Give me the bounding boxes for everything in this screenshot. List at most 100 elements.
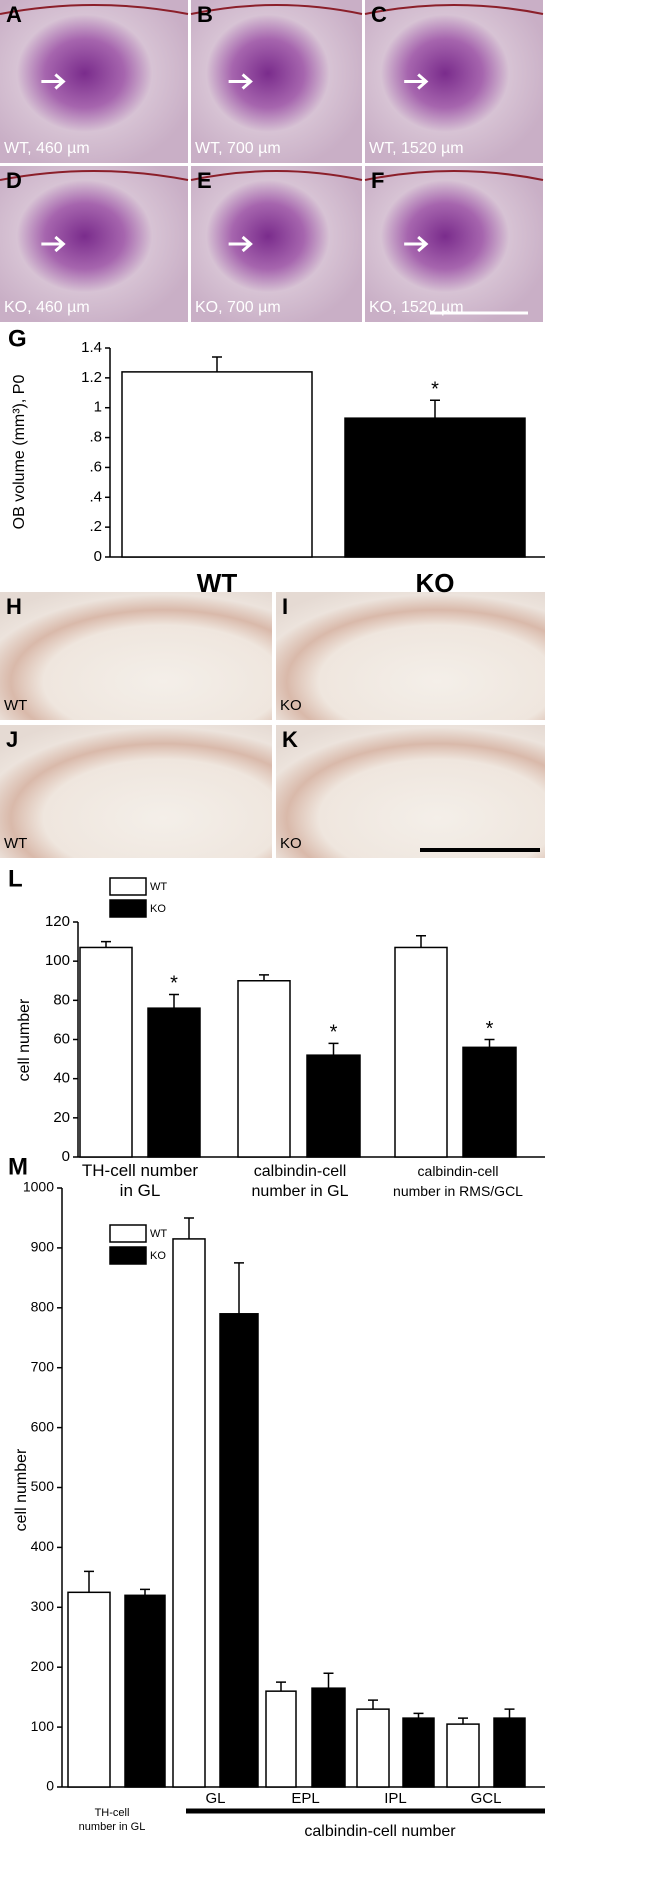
vessel [364,170,544,181]
bar [306,1054,361,1158]
x-tick-label: GCL [471,1790,502,1807]
y-tick-label: .2 [89,518,102,535]
group-label: calbindin-cell number [304,1823,456,1840]
panel-letter: G [8,325,27,352]
y-tick-label: 60 [53,1030,70,1047]
error-bar [140,1588,150,1596]
y-tick-label: .8 [89,429,102,446]
bar [79,946,133,1158]
legend-label: KO [150,903,166,915]
y-tick-label: 1 [94,399,102,416]
micrograph [0,0,188,163]
y-tick-label: 0 [94,548,102,565]
panel-letter: L [8,865,23,892]
error-bar [430,399,440,419]
y-tick-label: 400 [31,1538,55,1554]
micrograph [191,0,362,163]
bar [237,980,291,1158]
error-bar [276,1681,286,1692]
y-tick-label: 1000 [23,1179,54,1195]
error-bar [416,934,426,948]
y-tick-label: .4 [89,488,102,505]
bar [147,1007,201,1158]
bar [356,1708,390,1788]
caption: WT [4,697,27,714]
panel-letter: F [371,168,384,193]
x-tick-label: GL [205,1790,225,1807]
y-tick-label: 300 [31,1598,55,1614]
micrograph [365,166,543,322]
y-tick-label: 100 [45,952,70,969]
y-tick-label: 700 [31,1358,55,1374]
legend-swatch [109,1246,147,1265]
panel-letter: I [282,594,288,619]
legend-swatch [109,899,147,918]
caption: KO [280,835,302,852]
error-bar [234,1262,244,1314]
bar [124,1594,166,1788]
y-tick-label: .6 [89,458,102,475]
y-tick-label: 200 [31,1658,55,1674]
y-tick-label: 600 [31,1418,55,1434]
x-tick-label: TH-cell number in GL [82,1161,199,1200]
x-tick-label: EPL [291,1790,319,1807]
y-tick-label: 500 [31,1478,55,1494]
caption: WT, 1520 µm [369,140,464,157]
error-bar [259,974,269,981]
vessel [190,4,363,15]
micrograph [276,725,545,858]
vessel [0,4,189,15]
x-tick-label: KO [416,568,455,598]
bar [265,1690,297,1788]
error-bar [504,1708,515,1719]
micrograph [0,725,272,858]
y-tick-label: 1.2 [81,369,102,386]
vessel [0,170,189,181]
panel-letter: B [197,2,213,27]
y-tick-label: 40 [53,1070,70,1087]
significance: * [330,1022,338,1044]
x-tick-label: calbindin-cell number in GL [252,1163,349,1200]
bar [394,946,448,1158]
caption: WT, 460 µm [4,140,90,157]
panel-letter: D [6,168,22,193]
micrograph [276,592,545,720]
caption: KO, 700 µm [195,299,281,316]
x-tick-label: WT [197,568,238,598]
bar [311,1687,346,1788]
y-tick-label: 1.4 [81,339,102,356]
panel-letter: E [197,168,212,193]
significance: * [170,973,178,995]
bar [344,417,526,558]
arrow [41,235,66,253]
legend-label: WT [150,1228,167,1240]
legend-swatch [109,1224,147,1243]
panel-letter: J [6,727,18,752]
caption: KO [280,697,302,714]
error-bar [184,1217,194,1239]
panel-letter: H [6,594,22,619]
caption: WT, 700 µm [195,140,281,157]
significance: * [431,379,439,401]
bar [493,1717,526,1788]
arrow [41,73,66,90]
bar [172,1238,206,1788]
panel-letter: A [6,2,22,27]
y-tick-label: 100 [31,1718,55,1734]
caption: KO, 460 µm [4,299,90,316]
x-tick-label: IPL [384,1790,407,1807]
legend-swatch [109,877,147,896]
error-bar [212,356,222,372]
y-axis-title: cell number [13,1448,30,1531]
x-tick-label: TH-cell number in GL [79,1807,146,1833]
y-tick-label: 120 [45,913,70,930]
bar [219,1313,259,1788]
bar [462,1046,517,1158]
vessel [190,170,363,181]
bar [121,371,313,558]
bar [402,1717,435,1788]
y-tick-label: 0 [46,1778,54,1794]
legend-label: WT [150,881,167,893]
micrograph [0,592,272,720]
